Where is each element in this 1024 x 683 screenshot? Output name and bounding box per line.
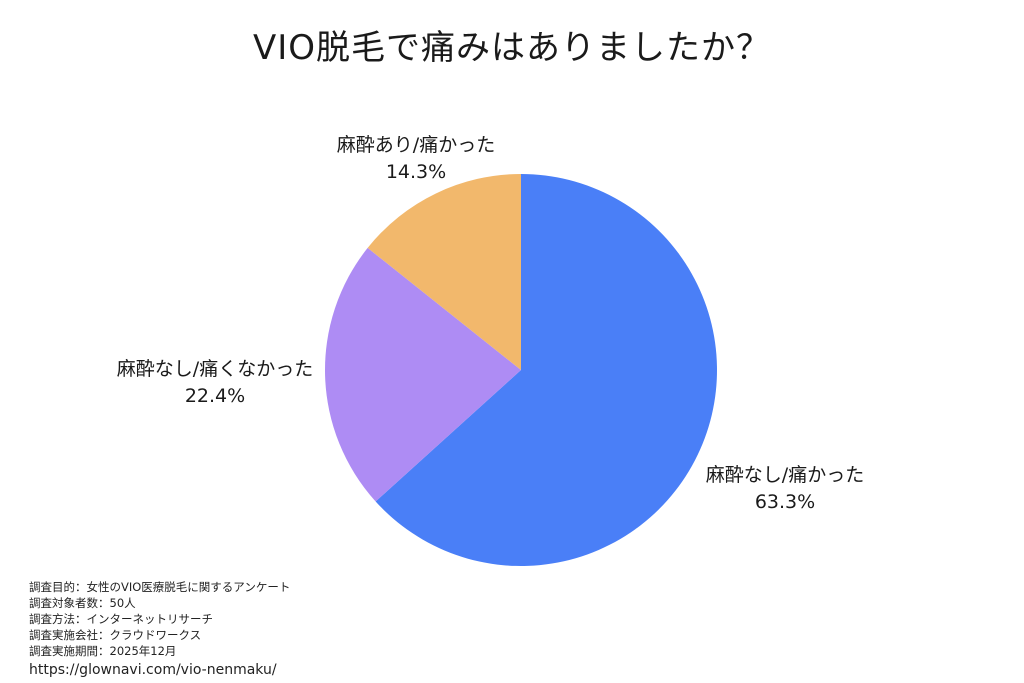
slice-label-anesthesia-painful: 麻酔あり/痛かった 14.3% <box>316 132 516 186</box>
pie-slice-anesthesia-painful <box>367 174 521 370</box>
pie-slice-no-anesthesia-not-painful <box>324 247 521 502</box>
footnote-period: 調査実施期間：2025年12月 <box>29 644 177 658</box>
slice-label-percent: 14.3% <box>385 161 447 183</box>
footnote-sample-size: 調査対象者数：50人 <box>29 596 136 610</box>
slice-label-percent: 22.4% <box>184 385 246 407</box>
footnote-purpose: 調査目的：女性のVIO医療脱毛に関するアンケート <box>29 580 291 594</box>
source-url: https://glownavi.com/vio-nenmaku/ <box>29 662 277 678</box>
slice-label-name: 麻酔なし/痛かった <box>705 464 865 486</box>
slice-label-name: 麻酔なし/痛くなかった <box>116 358 314 380</box>
survey-footnote: 調査目的：女性のVIO医療脱毛に関するアンケート 調査対象者数：50人 調査方法… <box>29 579 290 680</box>
slice-label-no-anesthesia-painful: 麻酔なし/痛かった 63.3% <box>700 462 870 516</box>
footnote-company: 調査実施会社：クラウドワークス <box>29 628 202 642</box>
chart-title: VIO脱毛で痛みはありましたか？ <box>252 28 772 68</box>
footnote-method: 調査方法：インターネットリサーチ <box>29 612 213 626</box>
slice-label-name: 麻酔あり/痛かった <box>336 134 496 156</box>
slice-label-no-anesthesia-not-painful: 麻酔なし/痛くなかった 22.4% <box>95 356 335 410</box>
slice-label-percent: 63.3% <box>754 491 816 513</box>
pie-slice-no-anesthesia-painful <box>375 174 717 566</box>
